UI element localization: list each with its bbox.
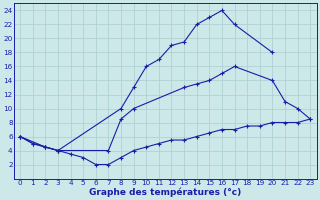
X-axis label: Graphe des températures (°c): Graphe des températures (°c) [89, 187, 241, 197]
